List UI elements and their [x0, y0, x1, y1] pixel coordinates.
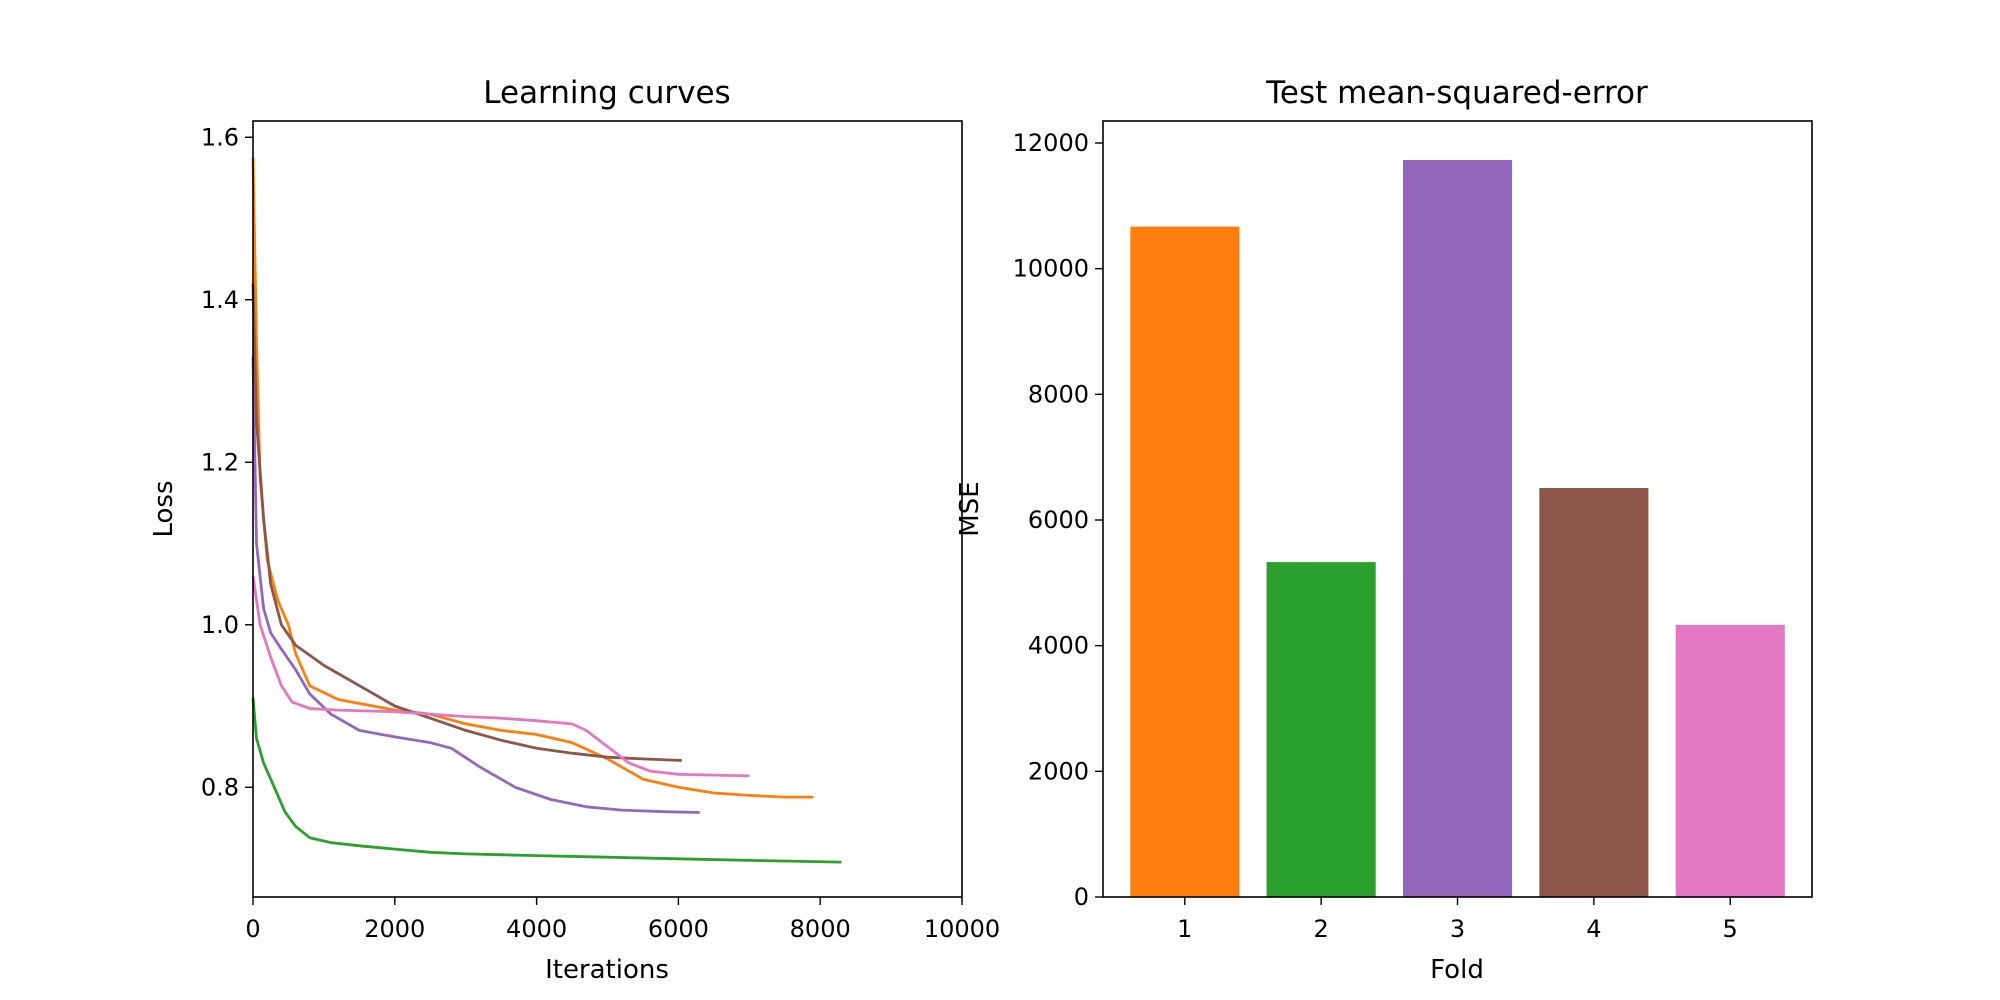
- learning-curves-lines: [251, 157, 842, 864]
- x-tick-label: 4: [1586, 915, 1601, 943]
- y-tick-label: 1.0: [201, 611, 239, 639]
- x-tick-label: 4000: [506, 915, 567, 943]
- y-tick-label: 2000: [1028, 757, 1089, 785]
- x-tick-label: 5: [1723, 915, 1738, 943]
- x-tick-label: 2: [1314, 915, 1329, 943]
- learning-curves-x-axis-label: Iterations: [545, 955, 669, 985]
- y-tick-label: 0: [1074, 883, 1089, 911]
- x-tick-label: 10000: [924, 915, 1000, 943]
- x-tick-label: 8000: [790, 915, 851, 943]
- mse-bar-ticks: 0 2000 4000 6000 8000 10000 12000 1 2 3 4 5: [1013, 129, 1738, 943]
- learning-curves-frame: [252, 120, 963, 898]
- y-tick-label: 0.8: [201, 773, 239, 801]
- y-tick-label: 1.6: [201, 123, 239, 151]
- mse-bar-x-axis-label: Fold: [1430, 955, 1484, 985]
- x-tick-label: 1: [1177, 915, 1192, 943]
- mse-bar-title: Test mean-squared-error: [1265, 75, 1648, 111]
- x-tick-label: 6000: [648, 915, 709, 943]
- y-tick-label: 12000: [1013, 129, 1089, 157]
- mse-bars: [1130, 160, 1785, 898]
- learning-curves-title: Learning curves: [483, 75, 730, 111]
- y-tick-label: 6000: [1028, 506, 1089, 534]
- mse-bar-panel: Test mean-squared-error 0 2000 4000 6000 800…: [955, 75, 1813, 985]
- x-tick-label: 3: [1450, 915, 1465, 943]
- loss-curve-5: [251, 575, 750, 778]
- bar-fold-1: [1130, 226, 1240, 898]
- y-tick-label: 1.4: [201, 286, 239, 314]
- mse-bar-frame: [1102, 120, 1813, 898]
- learning-curves-panel: Learning curves 0 2000 4000 6000 8000 10000 0.…: [149, 75, 1000, 985]
- mse-bar-y-axis-label: MSE: [955, 481, 985, 536]
- x-tick-label: 0: [245, 915, 260, 943]
- y-tick-label: 8000: [1028, 380, 1089, 408]
- y-tick-label: 10000: [1013, 255, 1089, 283]
- loss-curve-2: [251, 697, 842, 864]
- learning-curves-ticks: 0 2000 4000 6000 8000 10000 0.8 1.0 1.2 1.4 1.6: [201, 123, 1000, 943]
- loss-curve-4: [251, 283, 682, 762]
- bar-fold-4: [1539, 488, 1649, 897]
- y-tick-label: 4000: [1028, 632, 1089, 660]
- bar-fold-5: [1675, 624, 1785, 897]
- loss-curve-1: [251, 157, 814, 799]
- bar-fold-3: [1403, 160, 1513, 897]
- bar-fold-2: [1266, 562, 1376, 897]
- learning-curves-y-axis-label: Loss: [149, 480, 179, 537]
- x-tick-label: 2000: [364, 915, 425, 943]
- loss-curve-3: [251, 356, 700, 814]
- y-tick-label: 1.2: [201, 448, 239, 476]
